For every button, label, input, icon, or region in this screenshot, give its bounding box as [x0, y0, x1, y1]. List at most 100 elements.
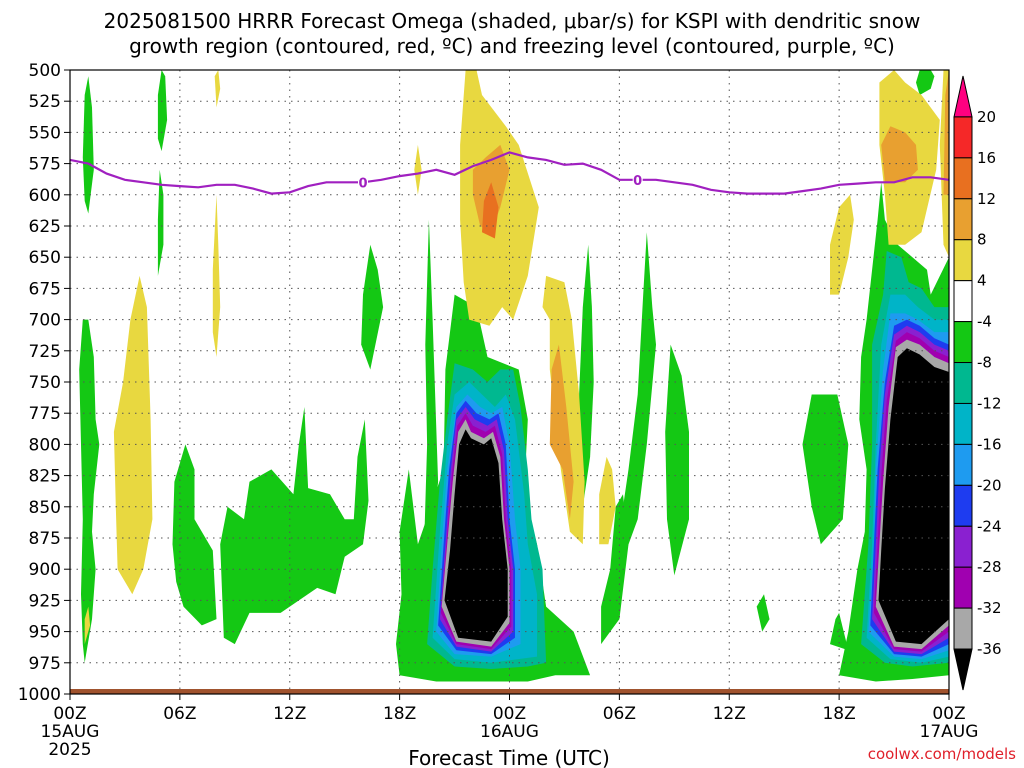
y-tick-label-16: 900 [29, 560, 61, 580]
colorbar-cell-1 [953, 116, 973, 159]
y-tick-label-0: 500 [29, 61, 61, 81]
omega-region-20 [212, 194, 221, 357]
omega-region-48 [444, 429, 508, 642]
y-tick-label-2: 550 [29, 123, 61, 143]
y-tick-label-4: 600 [29, 186, 61, 206]
colorbar-label-0: 20 [977, 108, 996, 126]
omega-region-16 [157, 169, 164, 276]
freezing-label-0: 0 [358, 176, 367, 191]
omega-region-11 [665, 344, 689, 576]
colorbar-cell-6 [953, 321, 973, 364]
colorbar-label-1: 16 [977, 149, 996, 167]
chart-title-line-2: growth region (contoured, red, ºC) and f… [129, 34, 895, 58]
colorbar-label-9: -20 [977, 476, 1002, 494]
colorbar-cell-2 [953, 157, 973, 200]
omega-region-3 [172, 444, 217, 626]
x-axis-label: Forecast Time (UTC) [408, 746, 610, 768]
chart-title-line-1: 2025081500 HRRR Forecast Omega (shaded, … [104, 9, 921, 33]
omega-region-26 [830, 194, 854, 295]
colorbar-label-5: -4 [977, 313, 992, 331]
omega-region-18 [113, 275, 153, 595]
freezing-label-1: 0 [633, 174, 642, 189]
colorbar-label-11: -28 [977, 558, 1002, 576]
colorbar-cell-9 [953, 443, 973, 486]
freezing-label-bg-0 [358, 175, 368, 190]
colorbar-top-arrow [953, 75, 973, 118]
y-tick-label-17: 925 [29, 591, 61, 611]
omega-region-0 [79, 319, 100, 663]
omega-region-7 [423, 219, 439, 632]
omega-region-19 [84, 606, 91, 645]
omega-region-12 [756, 594, 770, 632]
x-tick-label-4: 00Z [493, 704, 526, 724]
x-tick-label-8: 00Z [932, 704, 965, 724]
y-axis-ticks: 500 525 550 575 600 625 650 675 700 725 750 775 800 8… [18, 61, 70, 705]
colorbar: 20 16 12 8 4 -4 -8 -12 -16 -20 -24 -28 -32 -36 [953, 75, 1002, 691]
omega-region-33 [482, 182, 499, 239]
y-tick-label-11: 775 [29, 404, 61, 424]
colorbar-cell-11 [953, 525, 973, 568]
colorbar-label-3: 8 [977, 231, 987, 249]
omega-region-30 [549, 344, 574, 520]
colorbar-cell-13 [953, 607, 973, 650]
omega-region-17 [916, 70, 935, 95]
omega-region-13 [830, 612, 849, 651]
y-tick-label-13: 825 [29, 467, 61, 487]
y-tick-label-20: 1000 [18, 685, 61, 705]
terrain-band [70, 689, 949, 694]
y-tick-label-15: 875 [29, 529, 61, 549]
credit-text: coolwx.com/models [868, 745, 1016, 763]
colorbar-label-12: -32 [977, 599, 1002, 617]
x-tick-label-1: 06Z [163, 704, 196, 724]
colorbar-cell-4 [953, 239, 973, 282]
freezing-label-bg-1 [632, 172, 643, 187]
omega-region-5 [361, 244, 384, 370]
colorbar-cell-7 [953, 362, 973, 404]
omega-region-31 [881, 126, 918, 183]
x-tick-label-3: 18Z [383, 704, 416, 724]
colorbar-label-4: 4 [977, 272, 987, 290]
x-tick-label-0: 00Z [53, 704, 86, 724]
y-tick-label-18: 950 [29, 623, 61, 643]
terrain-layer [70, 689, 949, 694]
x-tick-label-6: 12Z [713, 704, 746, 724]
colorbar-label-8: -16 [977, 435, 1002, 453]
colorbar-label-6: -8 [977, 354, 992, 372]
y-tick-label-1: 525 [29, 92, 61, 112]
x-tick-label-7: 18Z [822, 704, 855, 724]
x-tick-date-8: 17AUG [920, 722, 979, 742]
y-tick-label-10: 750 [29, 373, 61, 393]
y-tick-label-3: 575 [29, 155, 61, 175]
colorbar-label-2: 12 [977, 190, 996, 208]
omega-region-49 [878, 348, 949, 645]
omega-region-9 [619, 232, 656, 570]
colorbar-cell-3 [953, 198, 973, 241]
colorbar-label-13: -36 [977, 640, 1002, 658]
colorbar-cell-5 [953, 280, 973, 323]
omega-region-14 [802, 394, 849, 545]
colorbar-cell-8 [953, 402, 973, 445]
colorbar-label-10: -24 [977, 517, 1002, 535]
y-tick-label-9: 725 [29, 342, 61, 362]
x-tick-date-0: 15AUG [41, 722, 100, 742]
x-tick-date-4: 16AUG [480, 722, 539, 742]
y-tick-label-12: 800 [29, 435, 61, 455]
freezing-level-line [70, 151, 949, 195]
y-tick-label-8: 700 [29, 311, 61, 331]
x-tick-label-2: 12Z [273, 704, 306, 724]
colorbar-bottom-arrow [953, 648, 973, 691]
y-tick-label-14: 850 [29, 498, 61, 518]
y-tick-label-6: 650 [29, 248, 61, 268]
y-tick-label-19: 975 [29, 654, 61, 674]
colorbar-cell-12 [953, 566, 973, 609]
omega-region-21 [214, 70, 221, 108]
omega-region-22 [414, 144, 422, 195]
y-tick-label-7: 675 [29, 279, 61, 299]
omega-region-2 [157, 70, 168, 152]
y-tick-label-5: 625 [29, 217, 61, 237]
omega-region-25 [599, 456, 616, 545]
omega-shaded-regions [79, 70, 949, 682]
